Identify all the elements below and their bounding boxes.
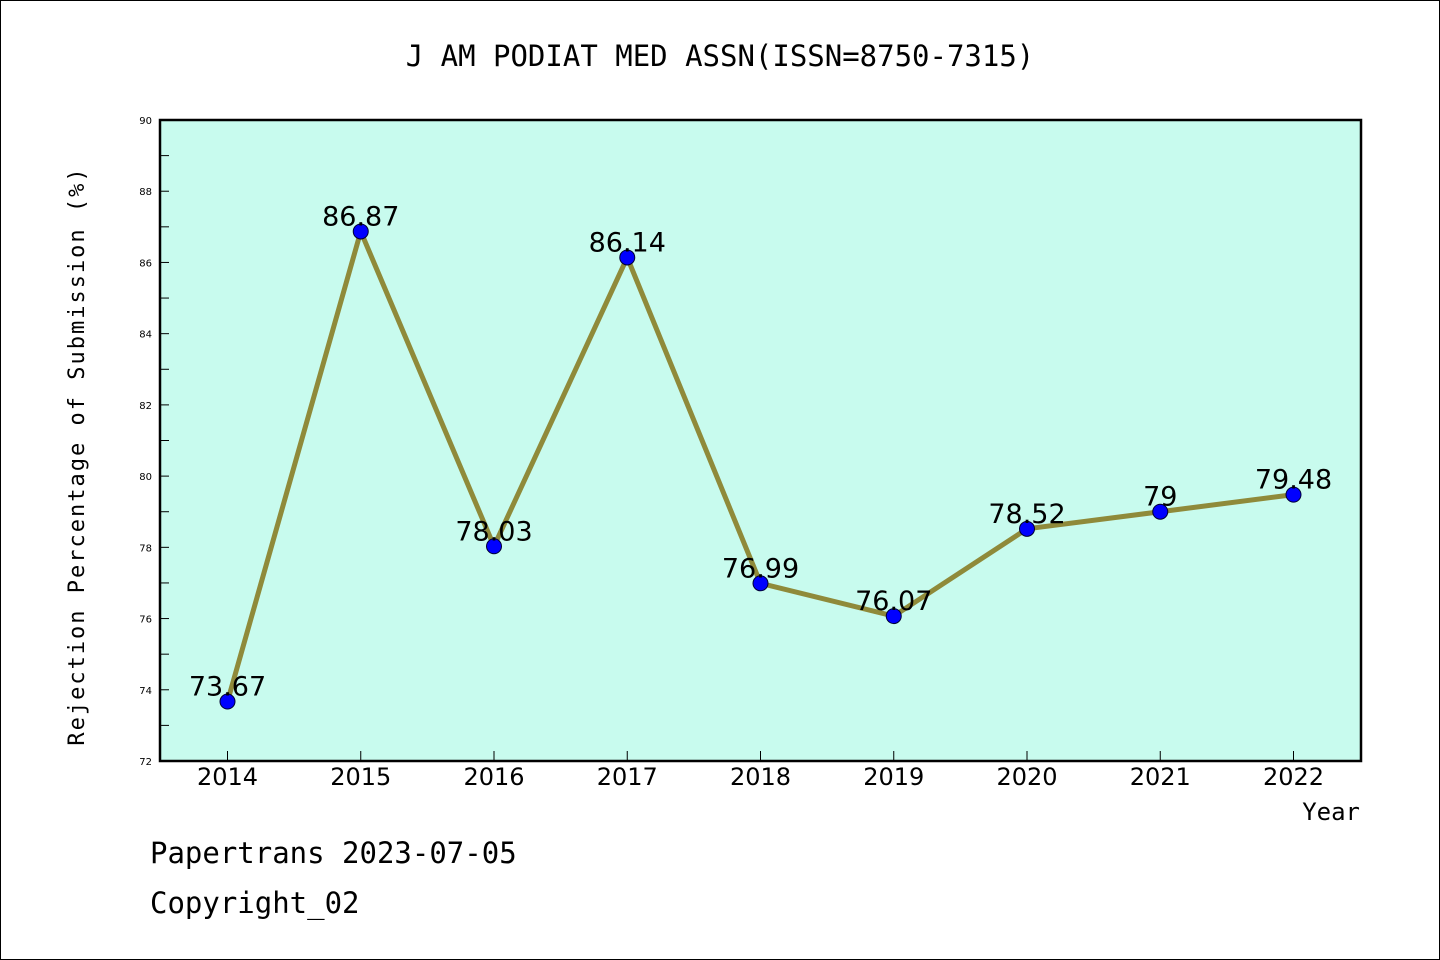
data-point bbox=[885, 608, 902, 625]
data-point bbox=[1019, 520, 1035, 537]
y-tick-label: 82 bbox=[139, 401, 152, 412]
data-point bbox=[752, 575, 769, 592]
x-tick-label: 2019 bbox=[863, 763, 924, 791]
x-tick-label: 2017 bbox=[597, 763, 658, 791]
y-tick-label: 84 bbox=[139, 330, 152, 341]
x-tick-label: 2022 bbox=[1263, 763, 1324, 791]
x-axis-ticks: 2014 2015 2016 2017 2018 2019 2020 2021 2022 bbox=[197, 751, 1324, 791]
data-label: 76.99 bbox=[722, 553, 799, 584]
y-tick-label: 88 bbox=[139, 187, 152, 198]
footer-copyright: Copyright_02 bbox=[150, 886, 360, 920]
y-tick-label: 80 bbox=[139, 472, 152, 483]
y-tick-label: 72 bbox=[139, 757, 152, 768]
x-tick-label: 2021 bbox=[1130, 763, 1191, 791]
data-label: 78.52 bbox=[988, 499, 1065, 530]
x-axis-label: Year bbox=[1302, 798, 1360, 826]
y-axis-label: Rejection Percentage of Submission (%) bbox=[65, 166, 90, 745]
data-point bbox=[1285, 486, 1302, 503]
y-tick-label: 90 bbox=[139, 116, 152, 127]
y-tick-label: 76 bbox=[139, 615, 152, 626]
x-tick-label: 2020 bbox=[996, 763, 1057, 791]
data-point bbox=[619, 249, 636, 266]
data-label: 86.14 bbox=[589, 227, 666, 258]
data-label: 86.87 bbox=[322, 201, 399, 232]
data-label: 79.48 bbox=[1255, 465, 1332, 496]
data-point bbox=[1152, 503, 1169, 520]
series-rejection: 73.67 86.87 78.03 86.14 76.99 76.07 78.52 79 79.… bbox=[189, 201, 1332, 710]
x-tick-label: 2016 bbox=[463, 763, 524, 791]
y-axis-ticks: 72 74 76 78 80 82 84 86 88 90 bbox=[139, 116, 169, 768]
footer-date: Papertrans 2023-07-05 bbox=[150, 836, 517, 870]
data-label: 73.67 bbox=[189, 672, 266, 703]
x-tick-label: 2018 bbox=[730, 763, 791, 791]
data-label: 79 bbox=[1143, 482, 1177, 513]
x-tick-label: 2015 bbox=[330, 763, 391, 791]
chart-title: J AM PODIAT MED ASSN(ISSN=8750-7315) bbox=[406, 39, 1035, 73]
y-tick-label: 74 bbox=[139, 686, 152, 697]
data-label: 78.03 bbox=[455, 516, 532, 547]
y-tick-label: 78 bbox=[139, 543, 152, 554]
data-point bbox=[486, 538, 502, 555]
data-label: 76.07 bbox=[855, 586, 932, 617]
data-point bbox=[219, 693, 236, 710]
y-tick-label: 86 bbox=[139, 258, 152, 269]
x-tick-label: 2014 bbox=[197, 763, 258, 791]
data-point bbox=[352, 223, 369, 240]
